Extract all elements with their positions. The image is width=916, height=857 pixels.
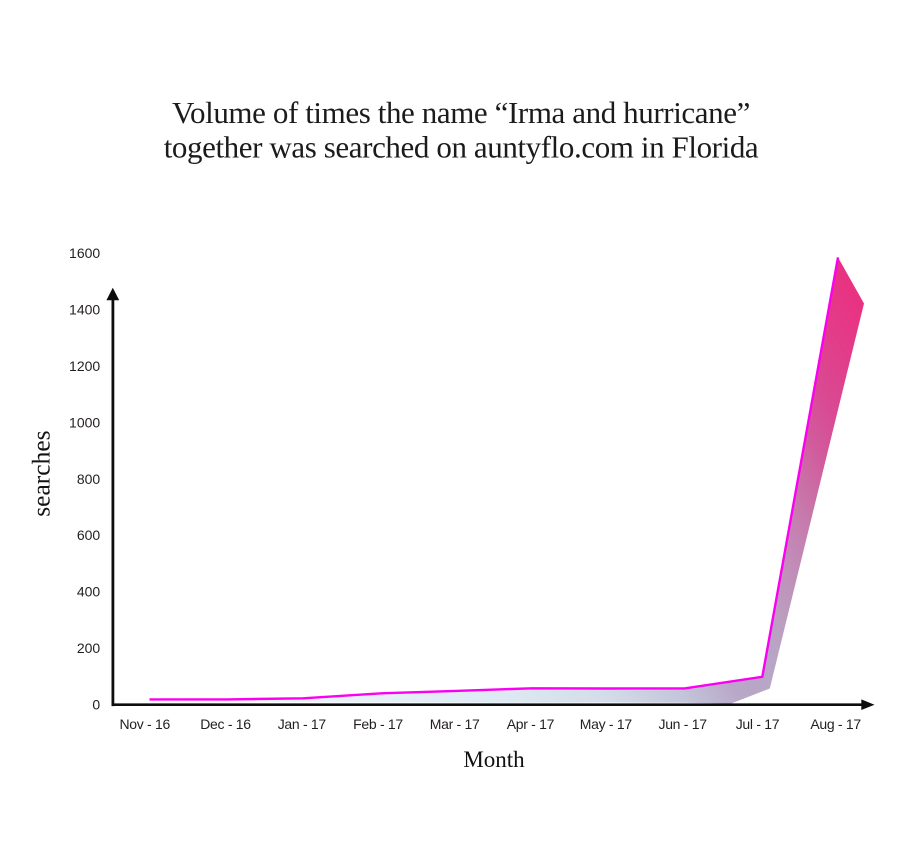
svg-text:1600: 1600 [69, 245, 100, 261]
svg-text:1400: 1400 [69, 302, 100, 318]
svg-text:Jan - 17: Jan - 17 [278, 716, 327, 732]
svg-text:1000: 1000 [69, 414, 100, 430]
svg-text:Nov - 16: Nov - 16 [119, 716, 170, 732]
svg-text:400: 400 [77, 584, 101, 600]
svg-text:Jun - 17: Jun - 17 [659, 716, 708, 732]
svg-text:Feb - 17: Feb - 17 [353, 716, 403, 732]
svg-text:searches: searches [27, 430, 56, 516]
svg-text:800: 800 [77, 471, 101, 487]
svg-text:Month: Month [463, 747, 525, 772]
svg-text:200: 200 [77, 640, 101, 656]
svg-text:Volume of times the name “Irma: Volume of times the name “Irma and hurri… [172, 95, 750, 130]
svg-text:1200: 1200 [69, 358, 100, 374]
svg-text:Dec - 16: Dec - 16 [200, 716, 251, 732]
svg-text:Apr - 17: Apr - 17 [507, 716, 555, 732]
svg-text:Mar - 17: Mar - 17 [430, 716, 480, 732]
svg-text:together was searched on aunty: together was searched on auntyflo.com in… [164, 129, 759, 164]
svg-text:Jul - 17: Jul - 17 [736, 716, 780, 732]
svg-text:Aug - 17: Aug - 17 [810, 716, 861, 732]
svg-text:May - 17: May - 17 [580, 716, 633, 732]
svg-text:600: 600 [77, 527, 101, 543]
svg-text:0: 0 [92, 697, 100, 713]
